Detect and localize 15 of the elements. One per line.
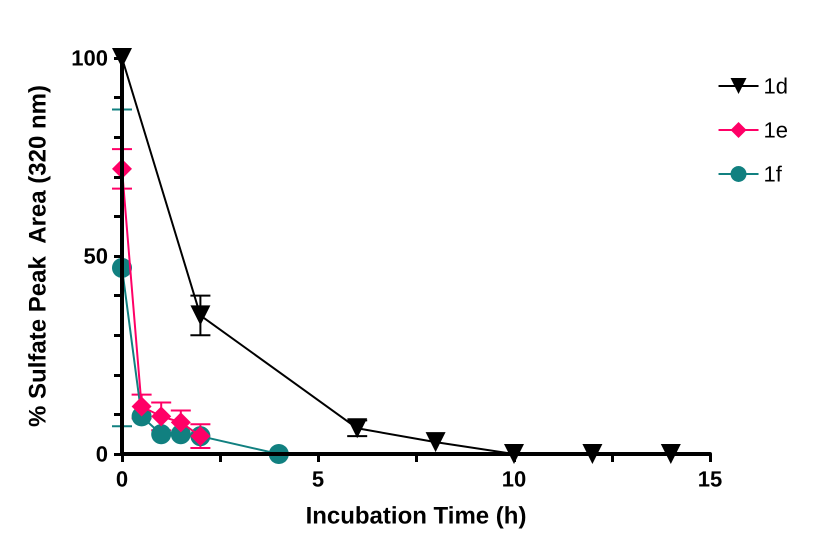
point xyxy=(190,305,210,326)
y-tick-label: 0 xyxy=(96,442,108,466)
x-tick-label: 10 xyxy=(502,466,526,492)
x-axis-title: Incubation Time (h) xyxy=(306,502,526,530)
point xyxy=(151,406,172,426)
y-axis-title: % Sulfate Peak Area (320 nm) xyxy=(24,85,52,427)
x-tick-label: 15 xyxy=(698,466,722,492)
legend-label: 1f xyxy=(764,162,783,186)
x-tick-label: 5 xyxy=(312,466,324,492)
legend-label: 1d xyxy=(764,74,788,98)
legend-label: 1e xyxy=(764,118,788,142)
y-tick-label: 50 xyxy=(84,244,108,268)
x-tick-label: 0 xyxy=(116,466,128,492)
point xyxy=(426,432,446,452)
y-tick-label: 100 xyxy=(71,46,108,70)
